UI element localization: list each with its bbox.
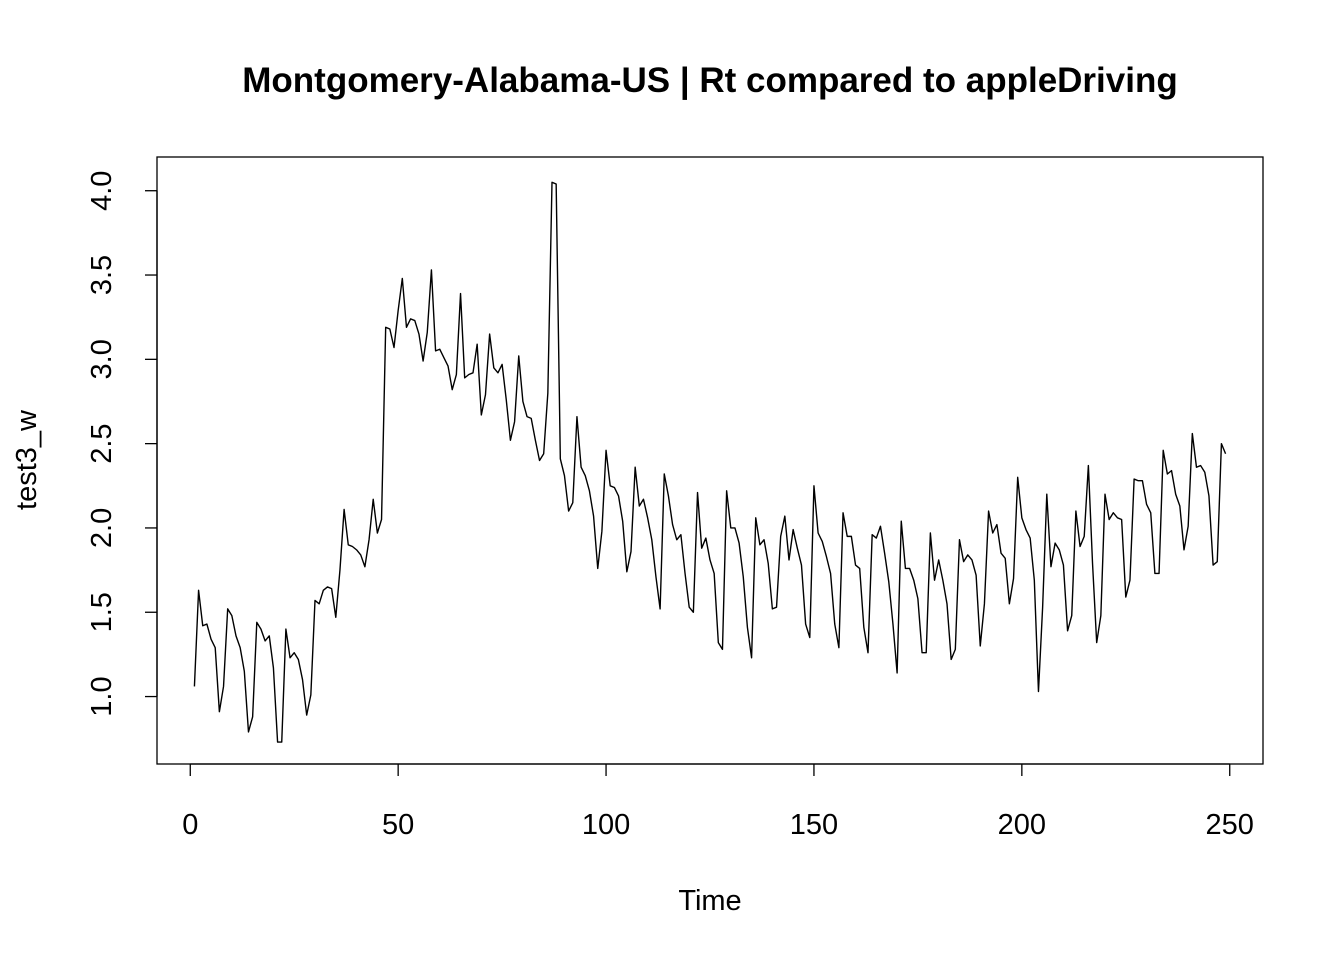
x-axis-label: Time bbox=[678, 885, 741, 917]
y-tick-label: 3.0 bbox=[86, 339, 118, 379]
y-tick-label: 2.0 bbox=[86, 508, 118, 548]
x-tick-label: 150 bbox=[790, 809, 838, 841]
plot-box bbox=[156, 156, 1264, 765]
x-tick-label: 100 bbox=[582, 809, 630, 841]
y-tick-label: 1.0 bbox=[86, 676, 118, 716]
y-tick-label: 4.0 bbox=[86, 171, 118, 211]
series-line bbox=[193, 181, 1227, 743]
y-tick-label: 2.5 bbox=[86, 423, 118, 463]
chart-title: Montgomery-Alabama-US | Rt compared to a… bbox=[242, 61, 1177, 100]
y-tick-label: 3.5 bbox=[86, 255, 118, 295]
y-axis: 1.0 1.5 2.0 2.5 3.0 3.5 4.0 bbox=[86, 171, 158, 717]
y-tick-label: 1.5 bbox=[86, 592, 118, 632]
x-tick-label: 200 bbox=[998, 809, 1046, 841]
x-tick-label: 0 bbox=[182, 809, 198, 841]
x-tick-label: 250 bbox=[1206, 809, 1254, 841]
x-axis: 0 50 100 150 200 250 bbox=[182, 763, 1254, 841]
y-axis-label: test3_w bbox=[11, 409, 43, 510]
x-tick-label: 50 bbox=[382, 809, 414, 841]
